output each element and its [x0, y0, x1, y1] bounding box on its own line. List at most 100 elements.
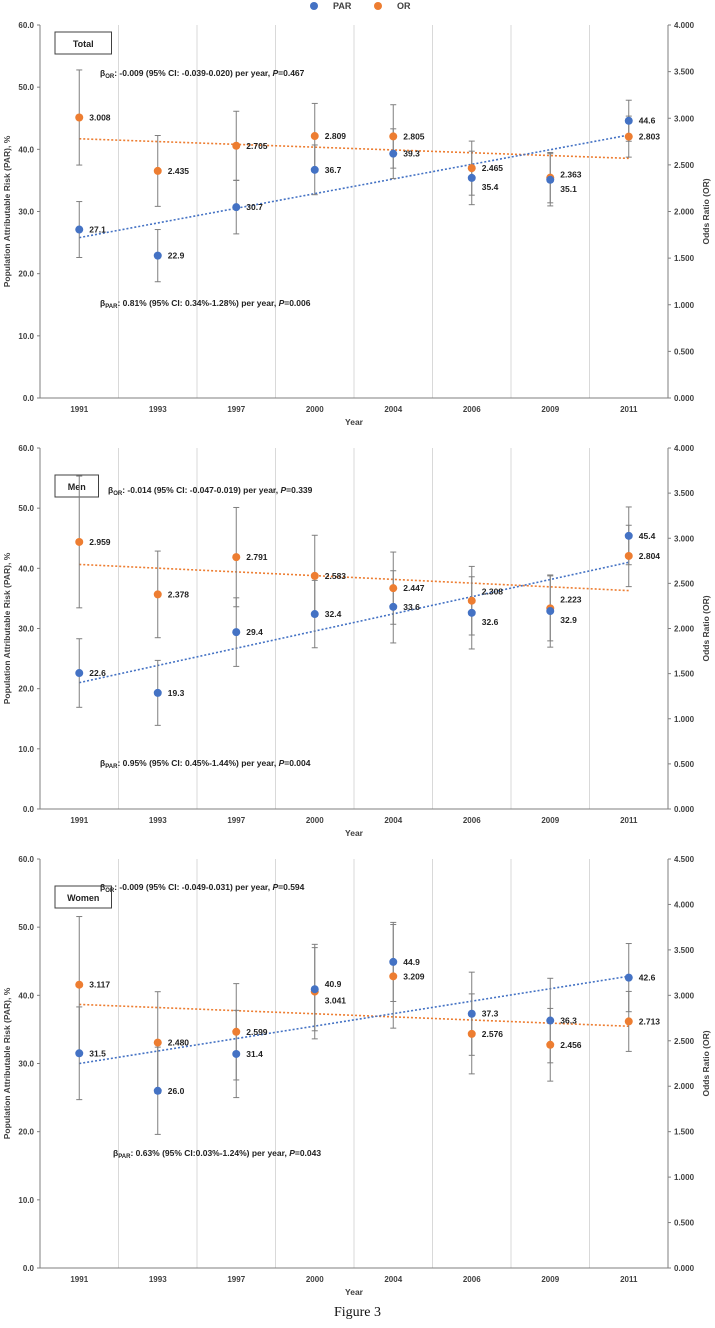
y-tick-label-left: 30.0 [18, 1060, 34, 1069]
par-point [467, 173, 476, 182]
chart-women: 0.0 10.0 20.0 30.0 40.0 50.0 60.0 0.000 0.500 1.0… [2, 855, 711, 1297]
x-tick-label: 2009 [541, 816, 559, 825]
panel-title-box [54, 474, 99, 498]
x-tick-label: 2011 [620, 816, 638, 825]
y-tick-label-left: 60.0 [18, 21, 34, 30]
or-point [75, 537, 84, 546]
y-tick-label-right: 4.000 [674, 900, 695, 909]
par-data-label: 35.1 [560, 184, 577, 194]
or-point [546, 1040, 555, 1049]
par-point [232, 1049, 241, 1058]
y-axis-title-right: Odds Ratio (OR) [701, 1030, 711, 1096]
y-tick-label-right: 1.500 [674, 670, 695, 679]
par-point [153, 1086, 162, 1095]
or-point [467, 596, 476, 605]
or-data-label: 2.791 [246, 552, 268, 562]
y-tick-label-left: 20.0 [18, 270, 34, 279]
y-tick-label-right: 2.500 [674, 161, 695, 170]
x-tick-label: 1991 [70, 816, 88, 825]
par-data-label: 30.7 [246, 202, 263, 212]
or-point [389, 972, 398, 981]
legend-par-label: PAR [333, 1, 352, 11]
par-data-label: 33.6 [403, 602, 420, 612]
y-axis-title-left: Population Attributable Risk (PAR), % [2, 135, 12, 287]
p-value: =0.467 [278, 68, 305, 78]
or-data-label: 2.223 [560, 594, 582, 604]
or-data-label: 2.803 [639, 132, 661, 142]
par-trend-annotation: βPAR: 0.95% (95% CI: 0.45%-1.44%) per ye… [100, 758, 311, 770]
or-point [153, 166, 162, 175]
y-tick-label-right: 3.000 [674, 991, 695, 1000]
or-data-label: 3.041 [325, 996, 347, 1006]
par-trend-annotation: βPAR: 0.81% (95% CI: 0.34%-1.28%) per ye… [100, 298, 311, 310]
panel-title: Women [67, 893, 99, 903]
y-tick-label-right: 2.500 [674, 579, 695, 588]
y-tick-label-right: 0.500 [674, 760, 695, 769]
y-tick-label-left: 60.0 [18, 444, 34, 453]
y-tick-label-right: 1.000 [674, 715, 695, 724]
par-point [153, 688, 162, 697]
par-data-label: 19.3 [168, 688, 185, 698]
or-point [624, 132, 633, 141]
y-tick-label-left: 0.0 [23, 394, 35, 403]
p-value: =0.004 [284, 758, 311, 768]
p-symbol: P [272, 68, 278, 78]
y-tick-label-left: 0.0 [23, 805, 35, 814]
y-tick-label-left: 40.0 [18, 145, 34, 154]
y-tick-label-left: 10.0 [18, 332, 34, 341]
y-tick-label-right: 0.000 [674, 394, 695, 403]
legend-or-marker [374, 2, 382, 10]
or-data-label: 2.713 [639, 1016, 661, 1026]
or-point [232, 141, 241, 150]
or-trend-annotation: βOR: -0.009 (95% CI: -0.049-0.031) per y… [100, 882, 305, 894]
or-point [310, 571, 319, 580]
par-data-label: 35.4 [482, 182, 499, 192]
y-tick-label-right: 0.000 [674, 1264, 695, 1273]
par-data-label: 26.0 [168, 1086, 185, 1096]
annotation-text: : -0.009 (95% CI: -0.049-0.031) per year… [114, 882, 272, 892]
or-data-label: 2.959 [89, 537, 111, 547]
y-tick-label-left: 50.0 [18, 923, 34, 932]
y-tick-label-left: 60.0 [18, 855, 34, 864]
par-data-label: 31.5 [89, 1048, 106, 1058]
or-point [75, 113, 84, 122]
or-data-label: 3.008 [89, 113, 111, 123]
par-data-label: 32.6 [482, 617, 499, 627]
y-tick-label-left: 0.0 [23, 1264, 35, 1273]
or-data-label: 2.465 [482, 163, 504, 173]
x-tick-label: 2000 [306, 405, 324, 414]
par-point [310, 985, 319, 994]
y-tick-label-right: 4.000 [674, 21, 695, 30]
par-data-label: 37.3 [482, 1009, 499, 1019]
beta-symbol: β [100, 298, 105, 308]
beta-symbol: β [100, 68, 105, 78]
y-tick-label-left: 50.0 [18, 504, 34, 513]
par-data-label: 29.4 [246, 627, 263, 637]
par-trend-annotation: βPAR: 0.63% (95% CI:0.03%-1.24%) per yea… [113, 1148, 321, 1160]
annotation-text: : 0.95% (95% CI: 0.45%-1.44%) per year, [117, 758, 278, 768]
y-tick-label-right: 2.000 [674, 625, 695, 634]
or-point [232, 553, 241, 562]
or-point [75, 980, 84, 989]
y-tick-label-left: 20.0 [18, 1128, 34, 1137]
or-data-label: 2.804 [639, 551, 661, 561]
par-point [624, 973, 633, 982]
par-data-label: 31.4 [246, 1049, 263, 1059]
par-data-label: 44.9 [403, 957, 420, 967]
par-data-label: 36.7 [325, 165, 342, 175]
or-point [153, 1038, 162, 1047]
par-data-label: 22.6 [89, 668, 106, 678]
x-tick-label: 2011 [620, 405, 638, 414]
y-tick-label-right: 1.000 [674, 301, 695, 310]
x-tick-label: 2004 [384, 816, 402, 825]
beta-subscript: PAR [118, 1154, 131, 1160]
x-tick-label: 1993 [149, 816, 167, 825]
y-tick-label-left: 30.0 [18, 208, 34, 217]
panel-title: Total [73, 39, 94, 49]
y-tick-label-right: 3.500 [674, 946, 695, 955]
x-tick-label: 1991 [70, 1275, 88, 1284]
p-symbol: P [272, 882, 278, 892]
y-tick-label-left: 10.0 [18, 745, 34, 754]
y-tick-label-left: 20.0 [18, 685, 34, 694]
par-point [624, 531, 633, 540]
